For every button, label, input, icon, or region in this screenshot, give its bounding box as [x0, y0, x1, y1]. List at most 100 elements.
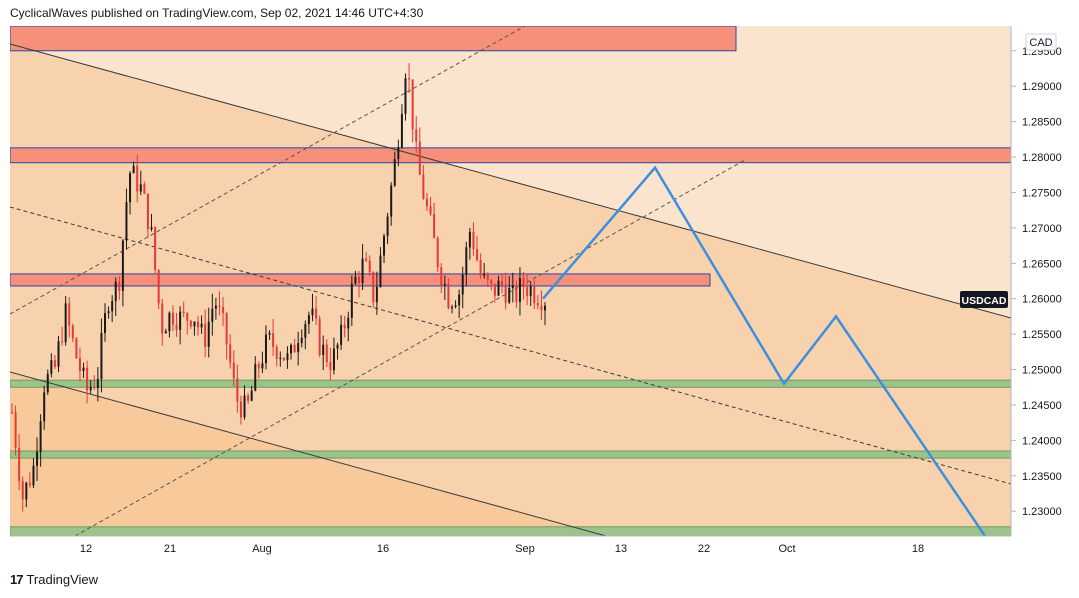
- candle-body: [61, 341, 64, 343]
- candle-body: [468, 231, 471, 248]
- channel-upper-line: [10, 43, 1011, 319]
- candle-body: [164, 331, 167, 334]
- candle-body: [379, 255, 382, 287]
- y-tick-label: 1.24500: [1022, 400, 1062, 412]
- candle-body: [436, 238, 439, 268]
- candle-body: [200, 323, 203, 328]
- y-tick-label: 1.23500: [1022, 471, 1062, 483]
- x-tick-label: 22: [698, 543, 710, 555]
- tradingview-logo-icon: 17: [10, 572, 24, 587]
- candle-body: [425, 198, 428, 207]
- x-tick-label: 21: [164, 543, 176, 555]
- candle-body: [161, 303, 164, 334]
- candle-body: [290, 344, 293, 354]
- candle-body: [121, 240, 124, 291]
- currency-label: CAD: [1025, 33, 1057, 51]
- x-tick-label: 13: [615, 543, 627, 555]
- candle-body: [368, 260, 371, 273]
- candle-body: [343, 324, 346, 329]
- footer-brand[interactable]: 17 TradingView: [10, 572, 98, 587]
- candle-body: [440, 267, 443, 286]
- candle-body: [383, 236, 386, 256]
- candle-body: [526, 287, 529, 297]
- candle-body: [157, 269, 160, 304]
- resistance-zone: [10, 147, 1011, 164]
- candle-body: [504, 284, 507, 303]
- candle-body: [386, 216, 389, 237]
- candle-body: [100, 333, 103, 379]
- candle-body: [404, 78, 407, 114]
- tradingview-wordmark: TradingView: [26, 572, 99, 587]
- candle-body: [43, 392, 46, 422]
- x-tick-label: Aug: [252, 543, 272, 555]
- candle-body: [415, 129, 418, 142]
- candle-body: [365, 258, 368, 261]
- candle-body: [261, 363, 264, 369]
- candle-body: [454, 305, 457, 307]
- candle-body: [540, 305, 543, 311]
- y-tick-label: 1.29000: [1022, 81, 1062, 93]
- candle-body: [357, 276, 360, 284]
- candle-body: [243, 395, 246, 418]
- candle-body: [354, 276, 357, 284]
- currency-text: CAD: [1029, 37, 1052, 49]
- candle-body: [472, 231, 475, 250]
- candle-body: [175, 324, 178, 330]
- x-tick-label: 18: [912, 543, 924, 555]
- price-chart[interactable]: 1.295001.290001.285001.280001.275001.270…: [0, 0, 1079, 564]
- channel-lower-line: [10, 371, 607, 536]
- candle-body: [236, 378, 239, 402]
- candle-body: [189, 320, 192, 327]
- candle-body: [497, 280, 500, 296]
- candle-body: [168, 312, 171, 332]
- candle-body: [325, 344, 328, 363]
- y-tick-label: 1.23000: [1022, 506, 1062, 518]
- candle-body: [197, 321, 200, 328]
- candle-body: [32, 465, 35, 486]
- candle-body: [250, 390, 253, 401]
- candle-body: [125, 202, 128, 241]
- candle-body: [279, 357, 282, 359]
- candle-body: [36, 451, 39, 466]
- candle-body: [46, 373, 49, 393]
- support-zone: [10, 379, 1011, 388]
- candle-body: [129, 173, 132, 203]
- candle-body: [275, 347, 278, 359]
- candle-body: [214, 305, 217, 309]
- candle-body: [400, 113, 403, 148]
- candle-body: [433, 213, 436, 239]
- candle-body: [225, 313, 228, 345]
- candle-body: [476, 249, 479, 260]
- candle-body: [318, 318, 321, 356]
- candle-body: [329, 362, 332, 371]
- candle-body: [132, 165, 135, 174]
- channel-mid-dashed-line: [10, 206, 1011, 485]
- candle-body: [229, 344, 232, 363]
- candle-body: [179, 311, 182, 330]
- rising-dashed-line-2: [74, 159, 746, 536]
- resistance-zone: [10, 26, 737, 52]
- candle-body: [372, 272, 375, 303]
- candle-body: [107, 311, 110, 314]
- candle-body: [411, 79, 414, 130]
- candle-body: [515, 285, 518, 302]
- candle-body: [53, 360, 56, 367]
- candle-body: [490, 279, 493, 284]
- candle-body: [118, 281, 121, 291]
- candle-body: [182, 311, 185, 314]
- candle-body: [28, 482, 31, 486]
- candle-body: [114, 281, 117, 302]
- candle-body: [239, 401, 242, 418]
- x-tick-label: 12: [80, 543, 92, 555]
- descending-channel-fill: [10, 44, 1011, 536]
- support-zone: [10, 450, 1011, 459]
- candle-body: [25, 482, 28, 500]
- candle-body: [39, 421, 42, 452]
- candle-body: [293, 344, 296, 353]
- candle-body: [71, 325, 74, 339]
- candle-body: [86, 367, 89, 391]
- x-tick-label: Sep: [515, 543, 535, 555]
- candle-body: [11, 412, 13, 414]
- candle-body: [286, 353, 289, 361]
- candle-body: [218, 305, 221, 307]
